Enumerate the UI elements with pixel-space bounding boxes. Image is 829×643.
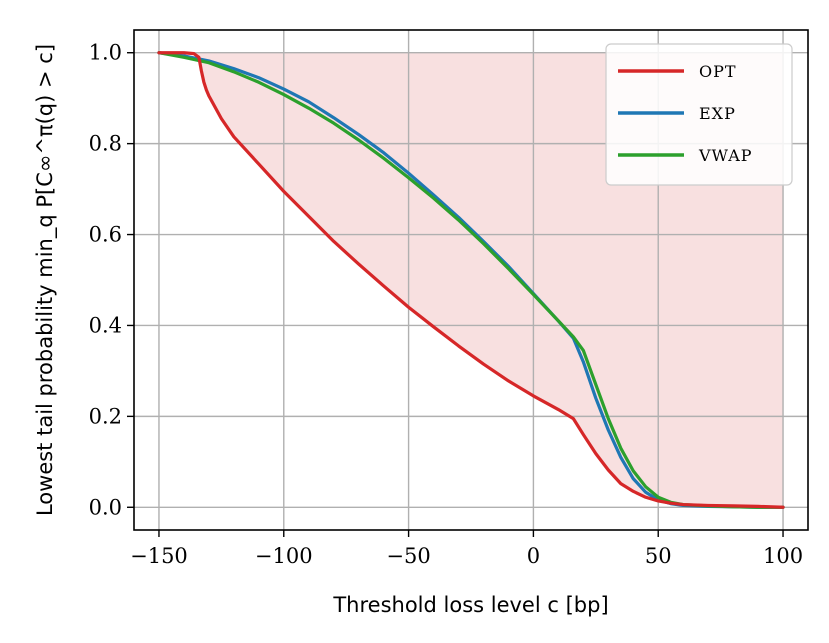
legend: OPT EXP VWAP	[605, 43, 793, 186]
legend-box	[605, 43, 793, 186]
x-axis-label: Threshold loss level c [bp]	[332, 593, 608, 617]
x-tick-label: 0	[527, 544, 540, 568]
legend-label-opt: OPT	[699, 62, 737, 81]
y-tick-label: 0.8	[89, 132, 122, 156]
y-tick-label: 0.0	[89, 495, 122, 519]
legend-label-exp: EXP	[699, 104, 736, 123]
y-tick-label: 0.4	[89, 313, 122, 337]
x-tick-label: −100	[255, 544, 313, 568]
x-tick-label: −50	[386, 544, 430, 568]
series-layer	[157, 51, 785, 509]
x-tick-label: 100	[763, 544, 803, 568]
x-tick-label: 50	[645, 544, 672, 568]
y-tick-label: 0.2	[89, 404, 122, 428]
plot-frame	[133, 29, 809, 531]
x-tick-label: −150	[130, 544, 188, 568]
y-tick-label: 1.0	[89, 41, 122, 65]
legend-items: OPT EXP VWAP	[618, 62, 753, 165]
legend-label-vwap: VWAP	[698, 146, 753, 165]
y-tick-label: 0.6	[89, 223, 122, 247]
y-axis-label: Lowest tail probability min_q P[C∞^π(q) …	[33, 44, 58, 516]
tick-layer: −150 −100 −50 0 50 100 0.0 0.2 0.4 0.6 0.8 1.0	[89, 41, 803, 568]
series-line-opt	[157, 51, 785, 509]
